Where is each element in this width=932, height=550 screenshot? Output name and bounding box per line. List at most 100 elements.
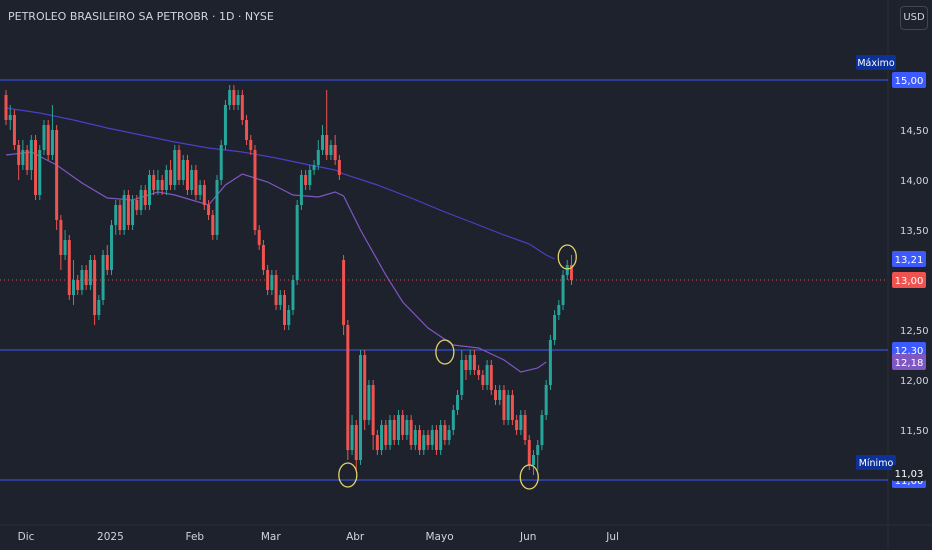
candle: [185, 155, 189, 195]
candle: [468, 350, 472, 375]
candle-body: [135, 200, 139, 210]
price-tag: [892, 251, 926, 267]
candle: [80, 265, 84, 295]
candle: [460, 350, 464, 400]
candle-body: [384, 425, 388, 445]
candle: [350, 415, 354, 455]
candle: [72, 260, 76, 305]
candle: [21, 140, 25, 170]
candle-body: [443, 425, 447, 440]
candle: [118, 200, 122, 235]
candle-body: [207, 205, 211, 215]
candle: [384, 420, 388, 450]
highlight-circle-3: [557, 244, 577, 270]
candle-body: [228, 90, 232, 105]
candle-body: [367, 385, 371, 420]
candle: [93, 255, 97, 325]
candle-body: [245, 120, 249, 140]
candle-body: [164, 170, 168, 190]
candle: [34, 135, 38, 200]
candle: [261, 240, 265, 275]
candle: [409, 415, 413, 450]
candle-body: [240, 95, 244, 120]
candle: [337, 155, 341, 180]
candle: [561, 270, 565, 310]
candle-body: [312, 165, 316, 170]
candle-body: [93, 260, 97, 315]
candle-body: [388, 420, 392, 445]
price-tag: [892, 354, 926, 370]
candle: [388, 415, 392, 450]
price-tag-label: 12,18: [895, 358, 924, 369]
x-tick-label: Dic: [18, 531, 35, 543]
candle-body: [177, 150, 181, 180]
candle: [278, 290, 282, 310]
candle: [253, 145, 257, 235]
currency-button[interactable]: USD: [900, 6, 928, 30]
candle-body: [489, 365, 493, 390]
candle-body: [464, 360, 468, 370]
moving-average-fast-line: [5, 151, 547, 373]
candle: [544, 380, 548, 420]
candle-body: [363, 355, 367, 420]
candle: [147, 170, 151, 210]
candle-body: [156, 180, 160, 190]
candle: [325, 90, 329, 160]
candle-body: [278, 295, 282, 305]
price-tag: [892, 272, 926, 288]
x-tick-label: Feb: [186, 531, 205, 543]
candle-body: [97, 300, 101, 315]
candle-body: [502, 390, 506, 420]
candle: [135, 195, 139, 215]
candle: [245, 115, 249, 145]
candle: [122, 190, 126, 235]
candle-body: [194, 170, 198, 195]
candle: [405, 415, 409, 440]
candle: [139, 185, 143, 215]
candle-body: [287, 310, 291, 325]
candle-body: [371, 385, 375, 435]
candle-body: [409, 420, 413, 445]
candle: [304, 170, 308, 190]
candle: [194, 165, 198, 200]
candle: [84, 265, 88, 290]
candle: [548, 335, 552, 390]
candle-body: [532, 455, 535, 465]
candle-body: [143, 190, 147, 205]
candle-body: [553, 315, 557, 340]
candle: [396, 410, 400, 445]
candle-body: [202, 185, 206, 205]
candle: [443, 420, 447, 445]
candle: [434, 425, 438, 455]
candle-body: [333, 145, 337, 160]
candle-body: [25, 150, 29, 170]
price-tag: [892, 465, 926, 481]
candle: [270, 270, 274, 295]
candle-body: [494, 390, 498, 400]
candle: [401, 410, 405, 440]
candle-body: [295, 205, 299, 280]
candle-body: [169, 170, 173, 185]
candle: [101, 250, 105, 305]
candle-body: [257, 230, 261, 245]
candle-body: [34, 140, 38, 195]
candle-body: [342, 260, 346, 325]
candle: [299, 170, 303, 210]
candle-body: [325, 135, 329, 155]
candle: [510, 390, 514, 425]
candle: [523, 410, 527, 445]
candle-body: [249, 140, 253, 150]
candle: [152, 170, 156, 195]
candle-body: [59, 220, 63, 255]
candle-body: [422, 435, 426, 450]
candle-body: [274, 275, 278, 305]
candle: [540, 410, 544, 450]
candle: [536, 440, 540, 470]
candle-body: [147, 175, 151, 205]
candle: [515, 415, 519, 435]
candle: [160, 175, 164, 195]
candle: [422, 430, 426, 455]
candle-body: [510, 395, 514, 420]
candle-body: [456, 395, 460, 410]
